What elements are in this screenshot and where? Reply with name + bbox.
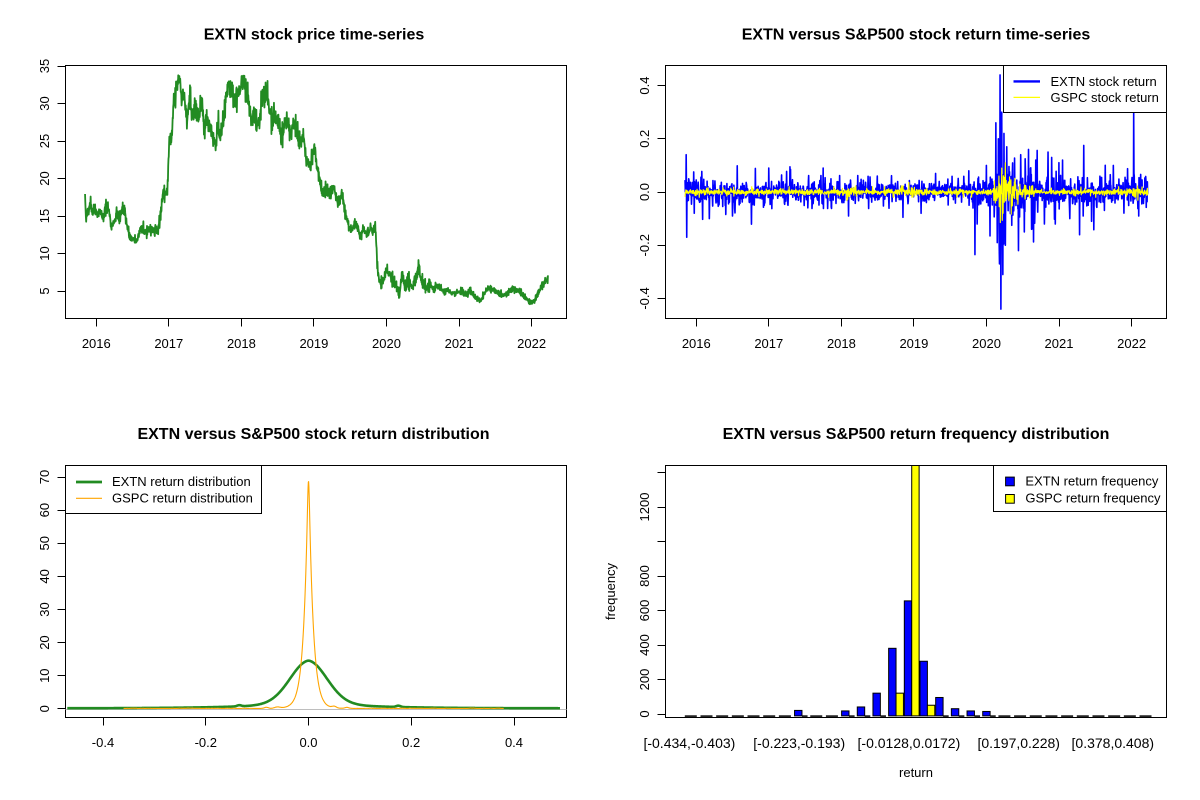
svg-text:EXTN versus S&P500 stock retur: EXTN versus S&P500 stock return distribu… bbox=[137, 426, 489, 443]
svg-text:2017: 2017 bbox=[154, 336, 183, 351]
svg-text:2017: 2017 bbox=[754, 336, 783, 351]
svg-text:60: 60 bbox=[37, 503, 52, 517]
svg-text:800: 800 bbox=[637, 565, 652, 587]
svg-text:400: 400 bbox=[637, 634, 652, 656]
svg-text:30: 30 bbox=[37, 602, 52, 616]
svg-text:10: 10 bbox=[37, 668, 52, 682]
svg-text:25: 25 bbox=[37, 134, 52, 148]
svg-text:0.4: 0.4 bbox=[637, 76, 652, 94]
svg-text:[-0.223,-0.193): [-0.223,-0.193) bbox=[753, 735, 845, 751]
svg-text:[-0.434,-0.403): [-0.434,-0.403) bbox=[643, 735, 735, 751]
svg-text:GSPC return distribution: GSPC return distribution bbox=[112, 490, 253, 505]
svg-text:EXTN stock return: EXTN stock return bbox=[1051, 74, 1157, 89]
svg-text:40: 40 bbox=[37, 569, 52, 583]
svg-text:EXTN versus S&P500 return freq: EXTN versus S&P500 return frequency dist… bbox=[723, 426, 1110, 443]
svg-text:600: 600 bbox=[637, 600, 652, 622]
svg-text:EXTN return frequency: EXTN return frequency bbox=[1025, 473, 1158, 488]
svg-text:35: 35 bbox=[37, 59, 52, 73]
svg-text:2022: 2022 bbox=[1117, 336, 1146, 351]
svg-text:0.4: 0.4 bbox=[505, 735, 523, 750]
svg-text:EXTN versus S&P500 stock retur: EXTN versus S&P500 stock return time-ser… bbox=[742, 27, 1091, 44]
svg-text:-0.2: -0.2 bbox=[637, 234, 652, 256]
svg-text:0.0: 0.0 bbox=[637, 183, 652, 201]
svg-text:20: 20 bbox=[37, 171, 52, 185]
svg-text:frequency: frequency bbox=[603, 562, 618, 620]
svg-text:2022: 2022 bbox=[517, 336, 546, 351]
svg-text:[0.197,0.228): [0.197,0.228) bbox=[977, 735, 1060, 751]
svg-text:2020: 2020 bbox=[372, 336, 401, 351]
svg-text:0.2: 0.2 bbox=[402, 735, 420, 750]
svg-text:50: 50 bbox=[37, 536, 52, 550]
svg-text:GSPC return frequency: GSPC return frequency bbox=[1025, 491, 1161, 506]
svg-text:[0.378,0.408): [0.378,0.408) bbox=[1072, 735, 1155, 751]
svg-text:2020: 2020 bbox=[972, 336, 1001, 351]
svg-text:EXTN stock price time-series: EXTN stock price time-series bbox=[204, 27, 425, 44]
svg-text:0.2: 0.2 bbox=[637, 130, 652, 148]
svg-text:5: 5 bbox=[37, 287, 52, 294]
svg-text:70: 70 bbox=[37, 470, 52, 484]
svg-text:200: 200 bbox=[637, 669, 652, 691]
svg-text:2019: 2019 bbox=[299, 336, 328, 351]
svg-text:0: 0 bbox=[37, 705, 52, 712]
svg-text:0.0: 0.0 bbox=[299, 735, 317, 750]
svg-text:-0.2: -0.2 bbox=[195, 735, 217, 750]
svg-text:GSPC stock return: GSPC stock return bbox=[1051, 90, 1159, 105]
svg-text:2018: 2018 bbox=[227, 336, 256, 351]
svg-text:0: 0 bbox=[637, 710, 652, 717]
svg-text:2021: 2021 bbox=[445, 336, 474, 351]
svg-text:2018: 2018 bbox=[827, 336, 856, 351]
svg-text:-0.4: -0.4 bbox=[637, 287, 652, 309]
svg-text:20: 20 bbox=[37, 635, 52, 649]
svg-text:-0.4: -0.4 bbox=[92, 735, 114, 750]
svg-text:return: return bbox=[899, 765, 933, 780]
svg-text:EXTN return distribution: EXTN return distribution bbox=[112, 474, 251, 489]
svg-text:2016: 2016 bbox=[82, 336, 111, 351]
svg-text:2021: 2021 bbox=[1045, 336, 1074, 351]
svg-text:15: 15 bbox=[37, 209, 52, 223]
svg-text:2019: 2019 bbox=[899, 336, 928, 351]
svg-text:1200: 1200 bbox=[637, 493, 652, 522]
svg-text:10: 10 bbox=[37, 246, 52, 260]
svg-text:[-0.0128,0.0172): [-0.0128,0.0172) bbox=[858, 735, 961, 751]
svg-text:2016: 2016 bbox=[682, 336, 711, 351]
svg-text:30: 30 bbox=[37, 96, 52, 110]
